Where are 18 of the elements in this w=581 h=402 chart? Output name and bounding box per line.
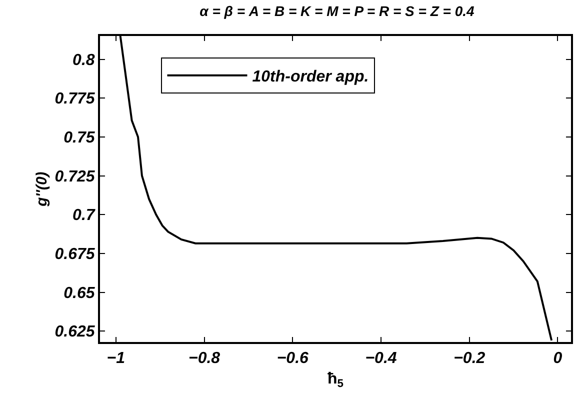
y-tick-label: 0.8 [72,52,95,69]
x-tick-label: −1 [106,350,126,368]
y-tick-label: 0.7 [72,207,96,224]
y-tick-label: 0.725 [54,168,96,186]
x-tick-label: 0 [553,350,562,368]
y-tick-label: 0.625 [54,324,96,341]
x-tick-label: −0.2 [454,350,486,368]
y-axis-title: g''(0) [34,172,51,208]
chart-title: α = β = A = B = K = M = P = R = S = Z = 0.4 [200,2,475,19]
x-tick-label: −0.8 [188,350,220,368]
y-tick-label: 0.775 [54,90,96,108]
legend-label: 10th-order app. [252,68,369,86]
y-tick-label: 0.75 [64,130,96,147]
x-tick-label: −0.6 [276,350,309,368]
y-tick-label: 0.65 [64,284,96,302]
x-axis-title: ħ$_{5}$ [327,370,344,390]
x-tick-label: −0.4 [365,350,397,368]
y-tick-label: 0.675 [54,246,96,264]
